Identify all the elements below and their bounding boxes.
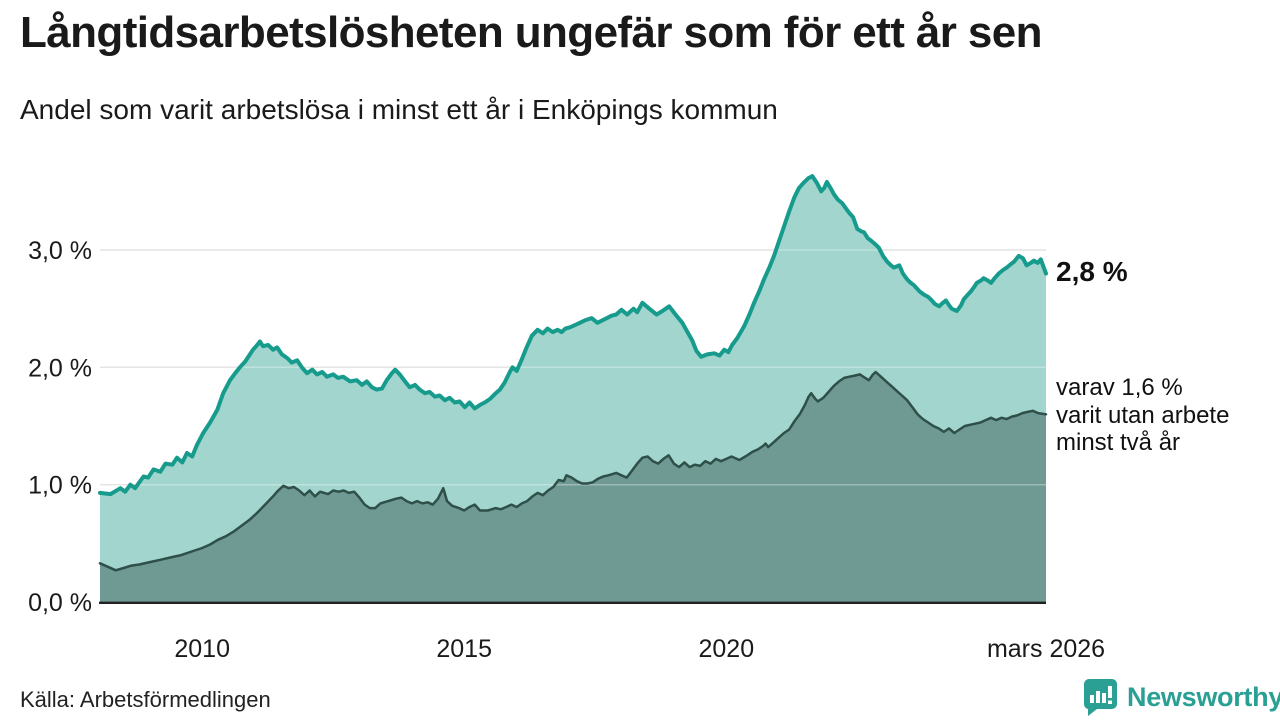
newsworthy-wordmark: Newsworthy [1127,681,1280,712]
subset-series-line [98,370,1048,572]
x-axis-tick-label: mars 2026 [987,635,1105,663]
source-note: Källa: Arbetsförmedlingen [20,687,271,712]
newsworthy-bar-chart-icon [1083,679,1117,716]
chart-subtitle: Andel som varit arbetslösa i minst ett å… [20,94,778,125]
subset-annotation: varav 1,6 % varit utan arbete minst två … [1056,374,1230,456]
subset-area-fill [100,372,1046,602]
latest-value-label: 2,8 % [1056,256,1128,287]
x-axis-tick-label: 2020 [698,635,754,663]
page-title: Långtidsarbetslösheten ungefär som för e… [20,8,1043,57]
newsworthy-logo: Newsworthy [1080,677,1280,717]
total-series-line [98,174,1048,497]
y-axis-tick-label: 2,0 % [28,354,92,382]
y-axis-tick-label: 1,0 % [28,472,92,500]
x-axis-tick-label: 2015 [436,635,492,663]
y-axis-tick-label: 0,0 % [28,589,92,617]
x-axis-tick-label: 2010 [174,635,230,663]
y-axis-tick-label: 3,0 % [28,237,92,265]
speech-bubble-shape [1083,679,1117,716]
